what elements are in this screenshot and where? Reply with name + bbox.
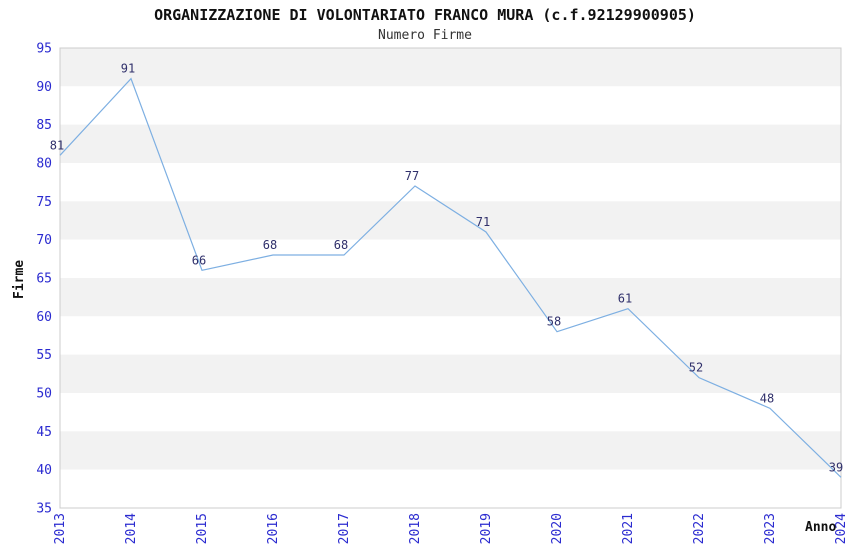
x-tick-label: 2024 [834,513,849,544]
plot-band [60,124,841,163]
x-tick-label: 2020 [550,513,565,544]
x-tick-label: 2015 [195,513,210,544]
data-label: 61 [618,292,632,306]
y-tick-label: 95 [36,42,52,57]
plot-band [60,48,841,87]
x-tick-label: 2019 [479,513,494,544]
x-tick-label: 2013 [53,513,68,544]
y-axis-title-text: Firme [12,259,27,299]
x-axis-title: Anno [805,520,837,535]
plot-band [60,316,841,355]
y-tick-label: 80 [36,157,52,172]
data-label: 77 [405,169,419,183]
plot-band [60,163,841,202]
plot-band [60,201,841,240]
data-label: 81 [50,138,64,152]
x-tick-label: 2017 [337,513,352,544]
plot-band [60,354,841,393]
x-tick-label: 2023 [763,513,778,544]
plot-band [60,431,841,470]
x-tick-label: 2021 [621,513,636,544]
x-tick-label: 2022 [692,513,707,544]
y-tick-label: 85 [36,118,52,133]
data-line [59,77,842,478]
plot-band [60,278,841,317]
plot-border [59,47,842,509]
y-tick-label: 90 [36,80,52,95]
data-label: 68 [263,238,277,252]
y-tick-label: 70 [36,233,52,248]
data-label: 68 [334,238,348,252]
data-label: 58 [547,315,561,329]
x-tick-label: 2016 [266,513,281,544]
x-tick-label: 2014 [124,513,139,544]
y-tick-label: 55 [36,348,52,363]
data-label: 71 [476,215,490,229]
y-tick-label: 60 [36,310,52,325]
y-tick-label: 75 [36,195,52,210]
x-tick-label: 2018 [408,513,423,544]
plot-band [60,239,841,278]
data-label: 91 [121,62,135,76]
data-label: 48 [760,391,774,405]
plot-band [60,86,841,125]
plot-band [60,469,841,508]
data-label: 39 [829,460,843,474]
y-tick-label: 45 [36,425,52,440]
plot-band [60,393,841,432]
data-label: 52 [689,361,703,375]
y-tick-label: 40 [36,463,52,478]
y-tick-label: 35 [36,502,52,517]
y-tick-label: 50 [36,387,52,402]
chart-title: ORGANIZZAZIONE DI VOLONTARIATO FRANCO MU… [154,6,696,24]
data-label: 66 [192,253,206,267]
chart-subtitle: Numero Firme [378,28,472,43]
y-tick-label: 65 [36,272,52,287]
